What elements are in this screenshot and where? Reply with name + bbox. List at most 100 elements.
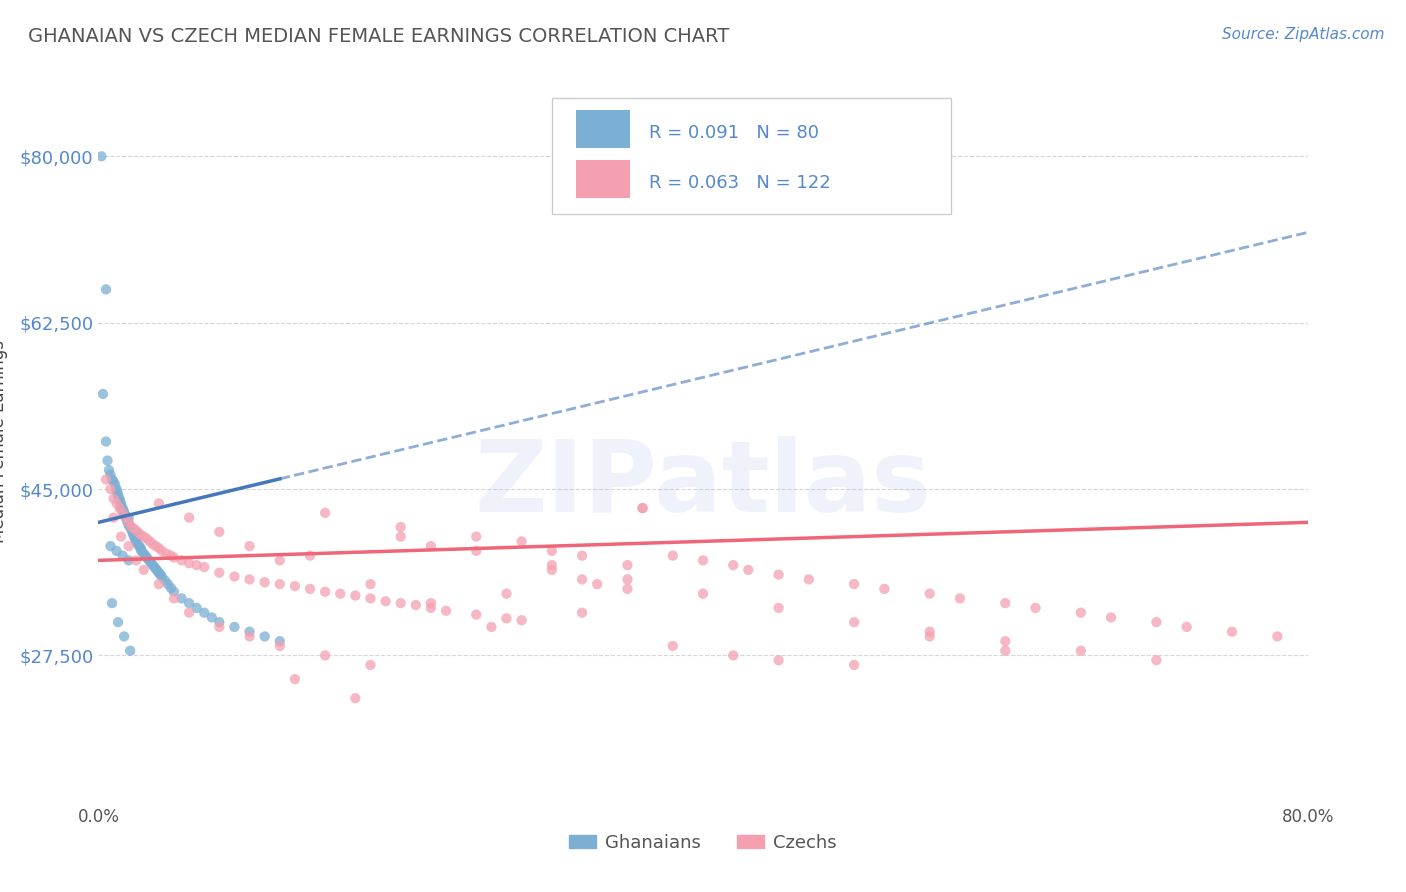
Point	[148, 566, 170, 580]
Point	[208, 524, 231, 539]
Point	[269, 639, 291, 653]
Point	[118, 553, 141, 567]
Point	[132, 547, 155, 561]
Point	[723, 648, 745, 663]
Point	[495, 611, 517, 625]
Point	[110, 496, 132, 510]
Point	[179, 596, 201, 610]
Point	[124, 532, 146, 546]
Point	[1070, 606, 1092, 620]
Point	[571, 606, 593, 620]
Point	[586, 577, 609, 591]
Point	[723, 558, 745, 573]
Point	[118, 516, 141, 531]
Point	[420, 539, 443, 553]
Point	[389, 596, 412, 610]
Point	[125, 533, 148, 548]
Point	[122, 525, 145, 540]
Point	[100, 467, 122, 482]
Point	[269, 577, 291, 591]
Point	[115, 515, 138, 529]
Point	[105, 483, 128, 498]
Point	[134, 549, 156, 563]
Point	[844, 615, 866, 630]
Point	[1144, 653, 1167, 667]
Point	[873, 582, 896, 596]
Point	[768, 653, 790, 667]
Point	[208, 620, 231, 634]
Point	[118, 510, 141, 524]
Point	[329, 587, 352, 601]
Point	[314, 648, 336, 663]
Point	[344, 691, 367, 706]
Point	[139, 534, 162, 549]
Y-axis label: Median Female Earnings: Median Female Earnings	[0, 340, 8, 543]
Point	[127, 537, 149, 551]
Point	[1070, 643, 1092, 657]
Point	[127, 524, 149, 539]
Point	[510, 534, 533, 549]
Point	[150, 569, 173, 583]
Point	[434, 604, 457, 618]
Point	[239, 629, 262, 643]
Point	[170, 553, 193, 567]
Point	[143, 560, 166, 574]
Point	[495, 587, 517, 601]
Point	[1267, 629, 1289, 643]
Point	[104, 477, 127, 491]
Point	[120, 643, 142, 657]
Point	[269, 634, 291, 648]
Point	[481, 620, 503, 634]
Point	[186, 558, 208, 573]
Point	[797, 573, 820, 587]
Point	[160, 581, 183, 595]
Point	[111, 503, 134, 517]
Point	[103, 491, 125, 506]
Point	[465, 607, 488, 622]
Point	[253, 629, 276, 643]
Point	[135, 532, 157, 546]
Point	[314, 506, 336, 520]
Point	[616, 573, 638, 587]
Point	[105, 544, 128, 558]
Point	[540, 544, 562, 558]
Point	[374, 594, 396, 608]
Point	[141, 556, 163, 570]
Point	[96, 453, 118, 467]
Point	[465, 530, 488, 544]
Point	[110, 501, 132, 516]
Point	[103, 510, 125, 524]
Point	[179, 556, 201, 570]
Point	[616, 558, 638, 573]
Point	[121, 520, 143, 534]
Point	[224, 569, 246, 583]
Point	[155, 547, 177, 561]
Point	[135, 550, 157, 565]
Point	[949, 591, 972, 606]
Point	[94, 473, 117, 487]
Point	[114, 508, 136, 523]
Point	[125, 535, 148, 549]
Point	[768, 601, 790, 615]
Point	[186, 601, 208, 615]
Point	[105, 496, 128, 510]
Text: ZIPatlas: ZIPatlas	[475, 436, 931, 533]
Point	[179, 606, 201, 620]
Point	[131, 545, 153, 559]
Point	[114, 510, 136, 524]
Point	[111, 549, 134, 563]
Point	[118, 539, 141, 553]
Text: R = 0.063   N = 122: R = 0.063 N = 122	[648, 174, 831, 192]
Point	[253, 575, 276, 590]
Point	[918, 629, 941, 643]
Point	[918, 587, 941, 601]
Point	[91, 387, 114, 401]
Point	[1144, 615, 1167, 630]
Point	[98, 463, 121, 477]
Point	[631, 501, 654, 516]
Point	[179, 510, 201, 524]
Point	[571, 573, 593, 587]
Point	[269, 553, 291, 567]
Point	[389, 530, 412, 544]
Point	[994, 643, 1017, 657]
